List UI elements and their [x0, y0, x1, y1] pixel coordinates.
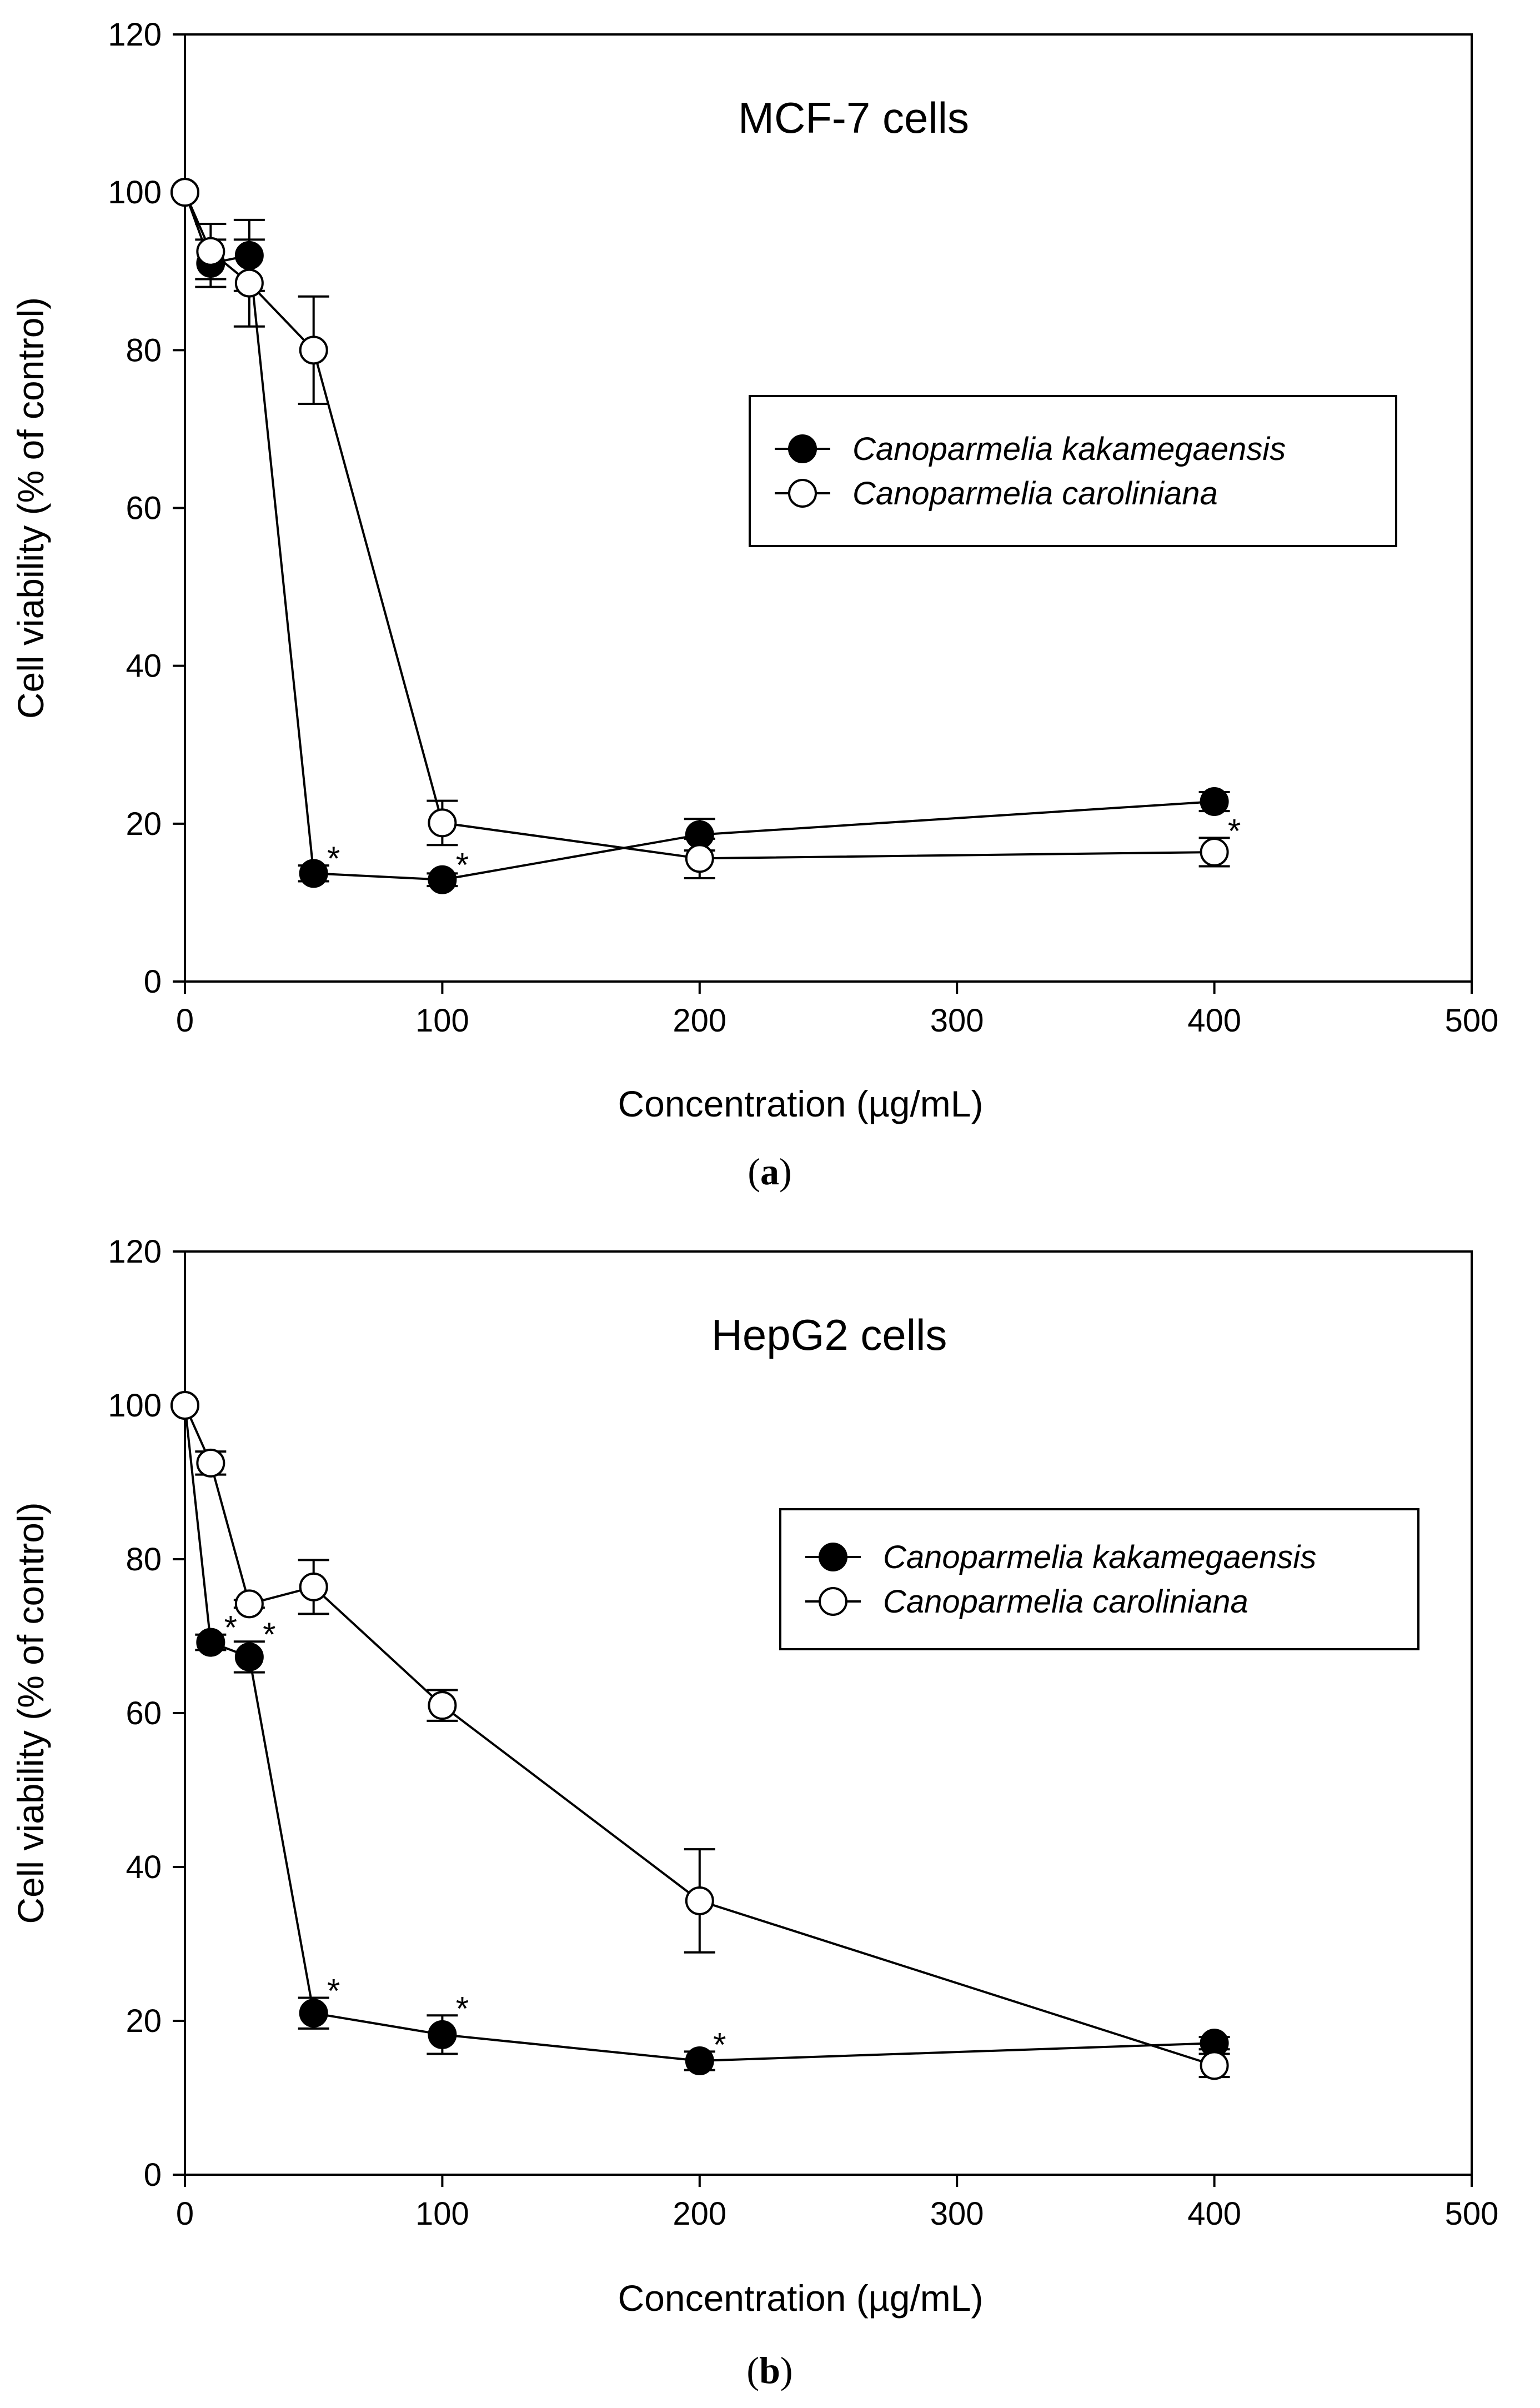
legend-marker — [819, 1543, 847, 1571]
legend-box — [749, 395, 1397, 547]
panel-label-close: ) — [779, 1150, 792, 1193]
x-tick-label: 200 — [673, 2196, 726, 2232]
legend-marker — [788, 434, 817, 463]
x-tick-label: 500 — [1445, 1003, 1499, 1039]
panel-label-letter: a — [760, 1150, 779, 1193]
data-point — [428, 1691, 457, 1720]
x-tick-label: 0 — [176, 1003, 194, 1039]
series-kakamegaensis: * * * * * — [170, 1391, 1230, 2076]
data-point — [299, 1572, 328, 1601]
y-tick-label: 60 — [126, 490, 162, 527]
x-tick-label: 300 — [930, 2196, 984, 2232]
plot-frame — [184, 1250, 1473, 2176]
data-point — [428, 808, 457, 838]
y-tick-label: 100 — [108, 174, 162, 211]
y-tick-label: 0 — [144, 2157, 162, 2193]
y-tick-label: 80 — [126, 332, 162, 368]
data-point — [299, 859, 328, 888]
data-point — [170, 1391, 199, 1420]
legend-marker — [788, 479, 817, 508]
series-line — [184, 1405, 1215, 2067]
x-axis-label: Concentration (µg/mL) — [618, 1083, 984, 1124]
legend-label: Canoparmelia caroliniana — [852, 475, 1218, 512]
significance-marker: * — [327, 1972, 340, 2009]
chart-title: MCF-7 cells — [738, 93, 969, 142]
legend-marker — [819, 1587, 847, 1616]
legend: Canoparmelia kakamegaensis Canoparmelia c… — [749, 395, 1397, 547]
data-point — [196, 1628, 225, 1657]
y-axis-label: Cell viability (% of control) — [10, 1502, 51, 1924]
y-tick-label: 60 — [126, 1695, 162, 1731]
data-point — [196, 1448, 225, 1478]
significance-marker: * — [224, 1609, 237, 1646]
data-point — [428, 2020, 457, 2049]
y-tick-label: 20 — [126, 806, 162, 842]
x-tick-label: 500 — [1445, 2196, 1499, 2232]
data-point — [299, 1999, 328, 2028]
legend: Canoparmelia kakamegaensis Canoparmelia c… — [779, 1508, 1419, 1650]
y-tick-label: 40 — [126, 648, 162, 684]
significance-marker: * — [456, 1990, 469, 2027]
significance-marker: * — [456, 847, 469, 884]
y-tick-label: 100 — [108, 1388, 162, 1424]
legend-box — [779, 1508, 1419, 1650]
y-tick-label: 80 — [126, 1541, 162, 1578]
x-tick-label: 100 — [415, 1003, 469, 1039]
series-caroliniana: * — [170, 178, 1241, 879]
panel-label: (b) — [746, 2349, 792, 2391]
x-tick-label: 100 — [415, 2196, 469, 2232]
legend-label: Canoparmelia kakamegaensis — [852, 431, 1286, 467]
data-point — [428, 865, 457, 894]
data-point — [685, 2046, 714, 2076]
x-tick-label: 300 — [930, 1003, 984, 1039]
x-axis-label: Concentration (µg/mL) — [618, 2277, 984, 2319]
x-tick-label: 400 — [1187, 2196, 1241, 2232]
series-line — [184, 1405, 1215, 2062]
y-axis-label: Cell viability (% of control) — [10, 297, 51, 719]
series-caroliniana — [170, 1391, 1230, 2080]
panel-label-open: ( — [746, 2349, 759, 2391]
data-point — [685, 844, 714, 873]
y-tick-label: 40 — [126, 1849, 162, 1885]
chart-panel-b: 0 20 40 60 80 100 120 0 100 200 300 400 500 Concentra… — [10, 1234, 1498, 2391]
data-point — [1200, 787, 1229, 817]
significance-marker: * — [713, 2026, 726, 2063]
x-tick-label: 400 — [1187, 1003, 1241, 1039]
x-tick-label: 200 — [673, 1003, 726, 1039]
y-tick-label: 120 — [108, 17, 162, 53]
significance-marker: * — [263, 1616, 275, 1653]
data-point — [685, 1886, 714, 1915]
y-tick-label: 20 — [126, 2003, 162, 2039]
data-point — [234, 1589, 264, 1619]
data-point — [1200, 837, 1229, 867]
panel-label-letter: b — [759, 2349, 780, 2391]
chart-panel-a: 0 20 40 60 80 100 120 0 100 200 300 400 500 Concentra… — [10, 17, 1498, 1193]
data-point — [1200, 2051, 1229, 2080]
legend-label: Canoparmelia kakamegaensis — [883, 1539, 1316, 1575]
y-tick-label: 120 — [108, 1234, 162, 1270]
chart-title: HepG2 cells — [711, 1310, 947, 1359]
x-tick-label: 0 — [176, 2196, 194, 2232]
data-point — [234, 268, 264, 298]
data-point — [299, 336, 328, 365]
legend-label: Canoparmelia caroliniana — [883, 1584, 1248, 1620]
significance-marker: * — [1228, 812, 1241, 849]
y-tick-label: 0 — [144, 964, 162, 1000]
panel-label: (a) — [748, 1150, 791, 1193]
data-point — [234, 1642, 264, 1671]
data-point — [196, 237, 225, 266]
data-point — [170, 178, 199, 207]
panel-label-open: ( — [748, 1150, 760, 1193]
significance-marker: * — [327, 840, 340, 877]
panel-label-close: ) — [780, 2349, 793, 2391]
